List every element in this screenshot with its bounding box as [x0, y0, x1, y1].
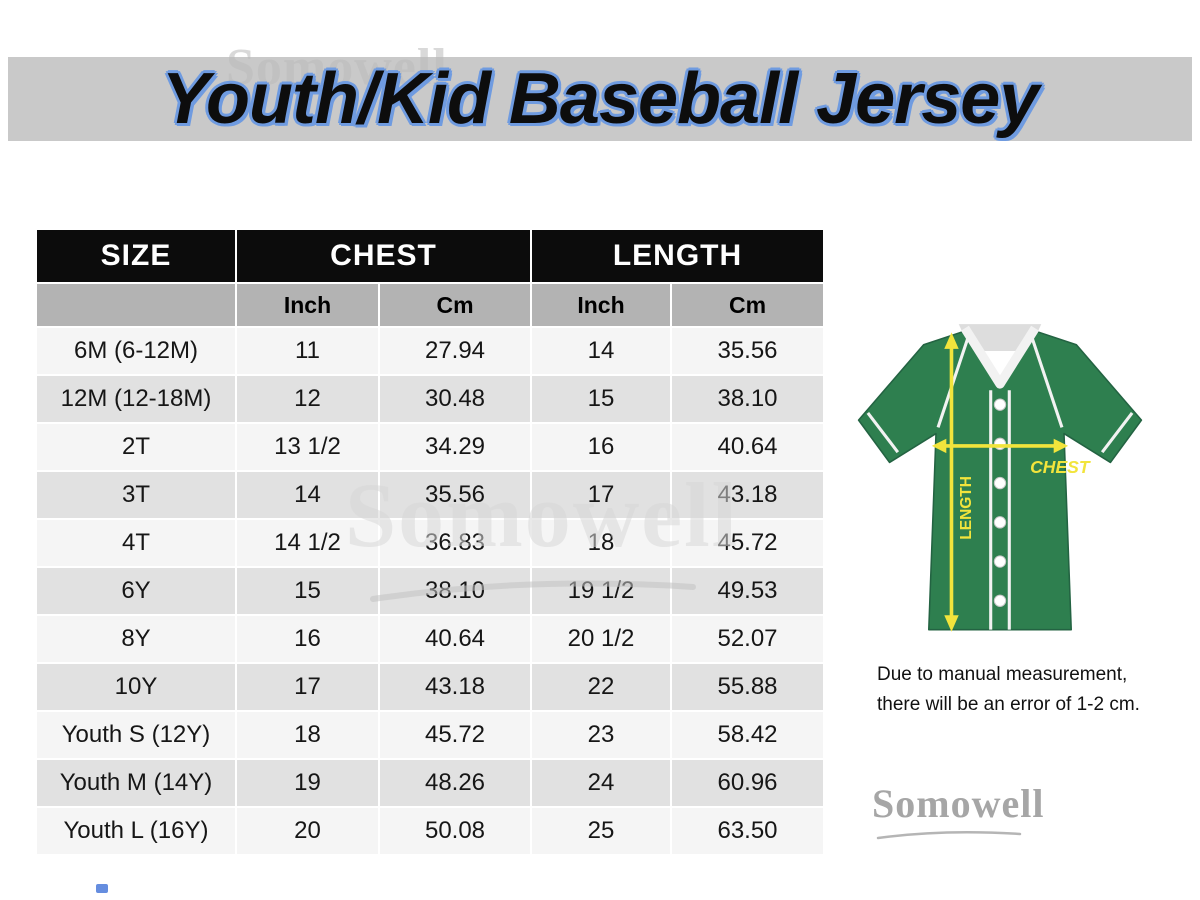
- value-cell: 14: [235, 470, 380, 520]
- value-cell: 11: [235, 326, 380, 376]
- value-cell: 27.94: [378, 326, 532, 376]
- value-cell: 48.26: [378, 758, 532, 808]
- value-cell: 15: [235, 566, 380, 616]
- table-header-row: SIZE CHEST LENGTH: [35, 228, 826, 284]
- size-chart-table: SIZE CHEST LENGTH Inch Cm Inch Cm 6M (6-…: [35, 228, 826, 856]
- value-cell: 18: [530, 518, 672, 568]
- value-cell: 23: [530, 710, 672, 760]
- size-cell: 4T: [35, 518, 237, 568]
- value-cell: 14: [530, 326, 672, 376]
- table-body: 6M (6-12M) 11 27.94 14 35.56 12M (12-18M) 12 30…: [35, 326, 826, 856]
- size-cell: Youth L (16Y): [35, 806, 237, 856]
- value-cell: 30.48: [378, 374, 532, 424]
- table-row: Youth L (16Y) 20 50.08 25 63.50: [35, 806, 826, 856]
- table-row: 10Y 17 43.18 22 55.88: [35, 662, 826, 712]
- unit-cell-length-inch: Inch: [530, 282, 672, 328]
- size-cell: 3T: [35, 470, 237, 520]
- artifact-dot: [96, 884, 108, 893]
- value-cell: 55.88: [669, 662, 826, 712]
- value-cell: 19: [235, 758, 380, 808]
- value-cell: 45.72: [378, 710, 532, 760]
- size-cell: Youth M (14Y): [35, 758, 237, 808]
- table-unit-row: Inch Cm Inch Cm: [35, 282, 826, 328]
- column-header-size: SIZE: [35, 228, 237, 284]
- value-cell: 17: [235, 662, 380, 712]
- value-cell: 19 1/2: [530, 566, 672, 616]
- value-cell: 49.53: [669, 566, 826, 616]
- value-cell: 52.07: [669, 614, 826, 664]
- table-row: 8Y 16 40.64 20 1/2 52.07: [35, 614, 826, 664]
- page-title: Youth/Kid Baseball Jersey: [161, 59, 1040, 139]
- value-cell: 16: [235, 614, 380, 664]
- value-cell: 25: [530, 806, 672, 856]
- value-cell: 40.64: [378, 614, 532, 664]
- value-cell: 17: [530, 470, 672, 520]
- length-arrow: [944, 332, 959, 632]
- unit-cell-chest-cm: Cm: [378, 282, 532, 328]
- value-cell: 40.64: [669, 422, 826, 472]
- jersey-piping-right: [1029, 333, 1064, 428]
- table-row: Youth S (12Y) 18 45.72 23 58.42: [35, 710, 826, 760]
- value-cell: 14 1/2: [235, 518, 380, 568]
- measurement-note-line1: Due to manual measurement,: [877, 664, 1128, 685]
- value-cell: 34.29: [378, 422, 532, 472]
- column-header-length: LENGTH: [529, 228, 826, 284]
- brand-watermark: Somowell: [872, 781, 1045, 826]
- value-cell: 38.10: [378, 566, 532, 616]
- size-cell: 12M (12-18M): [35, 374, 237, 424]
- table-row: 6M (6-12M) 11 27.94 14 35.56: [35, 326, 826, 376]
- table-row: 3T 14 35.56 17 43.18: [35, 470, 826, 520]
- jersey-piping-left: [936, 333, 971, 428]
- chest-arrow: [931, 438, 1069, 454]
- value-cell: 12: [235, 374, 380, 424]
- size-cell: Youth S (12Y): [35, 710, 237, 760]
- unit-cell-empty: [35, 282, 237, 328]
- size-cell: 2T: [35, 422, 237, 472]
- unit-cell-chest-inch: Inch: [235, 282, 380, 328]
- table-row: 12M (12-18M) 12 30.48 15 38.10: [35, 374, 826, 424]
- jersey-sleeve-trim-right: [1100, 411, 1134, 454]
- value-cell: 24: [530, 758, 672, 808]
- size-cell: 8Y: [35, 614, 237, 664]
- column-header-chest: CHEST: [235, 228, 532, 284]
- jersey-diagram: CHEST LENGTH: [845, 320, 1155, 640]
- brand-swoosh: [876, 830, 1022, 840]
- value-cell: 18: [235, 710, 380, 760]
- measurement-note: Due to manual measurement, there will be…: [877, 660, 1177, 720]
- unit-cell-length-cm: Cm: [669, 282, 826, 328]
- size-cell: 6M (6-12M): [35, 326, 237, 376]
- value-cell: 38.10: [669, 374, 826, 424]
- value-cell: 45.72: [669, 518, 826, 568]
- value-cell: 20 1/2: [530, 614, 672, 664]
- table-row: 4T 14 1/2 36.83 18 45.72: [35, 518, 826, 568]
- value-cell: 20: [235, 806, 380, 856]
- value-cell: 16: [530, 422, 672, 472]
- value-cell: 15: [530, 374, 672, 424]
- size-cell: 10Y: [35, 662, 237, 712]
- value-cell: 43.18: [669, 470, 826, 520]
- value-cell: 22: [530, 662, 672, 712]
- title-banner: [8, 57, 1192, 141]
- value-cell: 60.96: [669, 758, 826, 808]
- measurement-note-line2: there will be an error of 1-2 cm.: [877, 694, 1140, 715]
- table-row: 2T 13 1/2 34.29 16 40.64: [35, 422, 826, 472]
- table-row: 6Y 15 38.10 19 1/2 49.53: [35, 566, 826, 616]
- chest-label: CHEST: [1030, 457, 1091, 477]
- jersey-collar: [960, 325, 1040, 389]
- size-cell: 6Y: [35, 566, 237, 616]
- length-label: LENGTH: [958, 476, 975, 540]
- jersey-illustration: CHEST LENGTH: [857, 324, 1143, 632]
- value-cell: 43.18: [378, 662, 532, 712]
- value-cell: 35.56: [669, 326, 826, 376]
- value-cell: 36.83: [378, 518, 532, 568]
- value-cell: 35.56: [378, 470, 532, 520]
- value-cell: 13 1/2: [235, 422, 380, 472]
- value-cell: 58.42: [669, 710, 826, 760]
- jersey-buttons: [993, 398, 1007, 607]
- value-cell: 50.08: [378, 806, 532, 856]
- table-row: Youth M (14Y) 19 48.26 24 60.96: [35, 758, 826, 808]
- value-cell: 63.50: [669, 806, 826, 856]
- jersey-sleeve-trim-left: [866, 411, 900, 454]
